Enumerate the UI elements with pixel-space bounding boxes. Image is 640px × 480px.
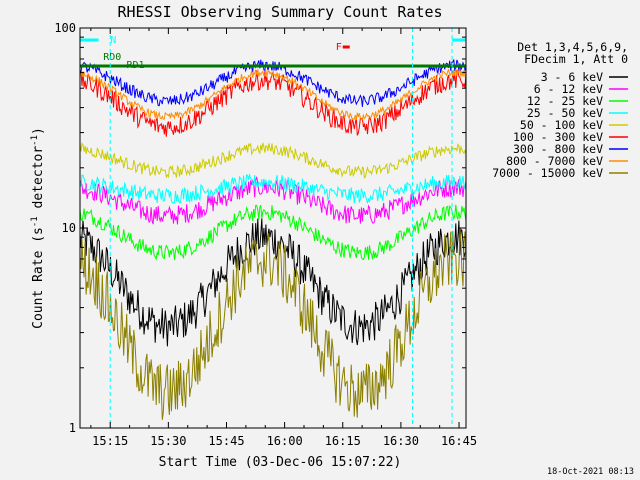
x-tick-label: 16:15: [325, 434, 361, 448]
series-line: [79, 176, 467, 225]
series-line: [79, 204, 467, 261]
legend-entry-label: 300 - 800 keV: [513, 142, 603, 156]
timestamp: 18-Oct-2021 08:13: [547, 467, 634, 477]
x-tick-label: 15:30: [150, 434, 186, 448]
plot-area: NFRD0RD1: [79, 28, 467, 428]
series-line: [79, 173, 467, 204]
legend-entry-label: 25 - 50 keV: [527, 106, 603, 120]
series-line: [79, 70, 467, 137]
night-label: N: [110, 35, 116, 46]
legend-entry-label: 50 - 100 keV: [520, 118, 603, 132]
x-tick-label: 16:30: [383, 434, 419, 448]
chart-title: RHESSI Observing Summary Count Rates: [117, 3, 442, 21]
series-line: [79, 142, 467, 179]
y-tick-label: 1: [69, 421, 76, 435]
y-tick-label: 10: [62, 221, 76, 235]
series-line: [79, 59, 467, 107]
legend-header: FDecim 1, Att 0: [524, 52, 628, 66]
x-tick-label: 15:45: [208, 434, 244, 448]
y-tick-label: 100: [54, 21, 76, 35]
axes: [79, 27, 467, 429]
legend-entry-label: 7000 - 15000 keV: [492, 166, 603, 180]
plot-frame: [79, 27, 467, 429]
rd0-label: RD0: [103, 52, 121, 63]
series-line: [79, 68, 467, 121]
x-axis-ticks: 15:15 15:30 15:45 16:00 16:15 16:30 16:45: [90, 28, 477, 448]
legend: Det 1,3,4,5,6,9,FDecim 1, Att 0 3 - 6 keV…: [492, 40, 628, 180]
legend-entry-label: 800 - 7000 keV: [506, 154, 603, 168]
legend-entry-label: 100 - 300 keV: [513, 130, 603, 144]
series-line: [79, 218, 467, 347]
legend-header: Det 1,3,4,5,6,9,: [517, 40, 628, 54]
y-axis-ticks: 1 10 100: [54, 21, 466, 435]
saa-label: F: [336, 42, 342, 53]
legend-entry-label: 12 - 25 keV: [527, 94, 603, 108]
x-tick-label: 15:15: [92, 434, 128, 448]
x-tick-label: 16:45: [441, 434, 477, 448]
x-tick-label: 16:00: [267, 434, 303, 448]
series-line: [79, 229, 467, 420]
legend-entry-label: 3 - 6 keV: [541, 70, 603, 84]
y-axis-label: Count Rate (s-1 detector-1): [30, 127, 46, 329]
x-axis-label: Start Time (03-Dec-06 15:07:22): [159, 455, 402, 470]
legend-entry-label: 6 - 12 keV: [534, 82, 603, 96]
